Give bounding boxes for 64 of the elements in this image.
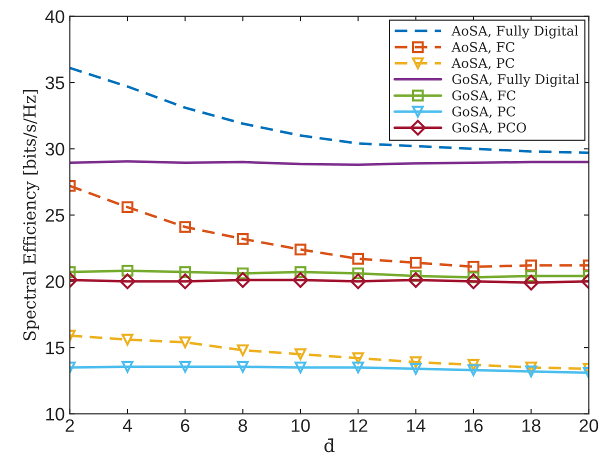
point <box>179 360 192 373</box>
y-tick-label: 35 <box>46 76 64 90</box>
y-tick-label: 30 <box>46 142 64 156</box>
point <box>525 366 538 378</box>
point <box>236 267 249 280</box>
point <box>352 362 364 374</box>
x-tick-label: 20 <box>580 419 598 432</box>
point <box>466 273 482 290</box>
point <box>352 252 364 265</box>
point <box>122 201 134 214</box>
point <box>468 260 480 273</box>
x-tick-label: 14 <box>407 419 426 432</box>
point <box>179 221 192 233</box>
x-axis-title: d̄ <box>324 438 335 452</box>
point <box>352 352 364 364</box>
point <box>410 362 422 375</box>
point <box>294 244 306 256</box>
point <box>236 360 249 373</box>
point <box>122 334 134 346</box>
point <box>410 356 422 368</box>
point <box>525 362 538 374</box>
point <box>350 273 366 290</box>
legend-label: GoSA, PC <box>452 106 516 118</box>
point <box>122 264 134 277</box>
legend-label: AoSA, PC <box>451 58 514 70</box>
point <box>294 362 306 374</box>
point <box>525 270 538 282</box>
point <box>410 256 422 269</box>
point <box>294 348 306 360</box>
x-tick-label: 4 <box>122 419 132 432</box>
point <box>179 266 192 278</box>
point <box>177 273 194 290</box>
x-tick-label: 16 <box>464 419 483 432</box>
legend-label: AoSA, Fully Digital <box>451 26 578 38</box>
x-tick-label: 2 <box>66 419 74 432</box>
y-tick-label: 15 <box>46 342 64 354</box>
legend-label: GoSA, Fully Digital <box>452 74 580 87</box>
y-tick-label: 40 <box>45 10 64 23</box>
y-tick-label: 20 <box>46 275 64 288</box>
point <box>352 267 364 280</box>
point <box>408 272 424 288</box>
point <box>523 274 540 291</box>
point <box>294 266 306 278</box>
point <box>234 272 251 288</box>
legend-label: GoSA, PCO <box>452 122 526 134</box>
x-tick-label: 6 <box>181 419 190 432</box>
point <box>468 358 480 371</box>
point <box>122 360 134 373</box>
x-tick-label: 18 <box>522 419 540 432</box>
y-tick-label: 25 <box>46 208 64 222</box>
point <box>468 364 480 376</box>
point <box>179 336 192 348</box>
legend-label: GoSA, FC <box>452 90 516 102</box>
point <box>120 273 136 290</box>
x-tick-label: 10 <box>292 419 310 432</box>
point <box>236 233 249 245</box>
y-axis-title: Spectral Efficiency [bits/s/Hz] <box>22 90 40 340</box>
point <box>236 344 249 356</box>
x-tick-label: 12 <box>349 419 368 432</box>
point <box>292 272 308 288</box>
point <box>525 260 538 272</box>
legend-label: AoSA, FC <box>451 42 514 54</box>
y-tick-label: 10 <box>46 408 64 421</box>
x-tick-label: 8 <box>238 419 248 432</box>
